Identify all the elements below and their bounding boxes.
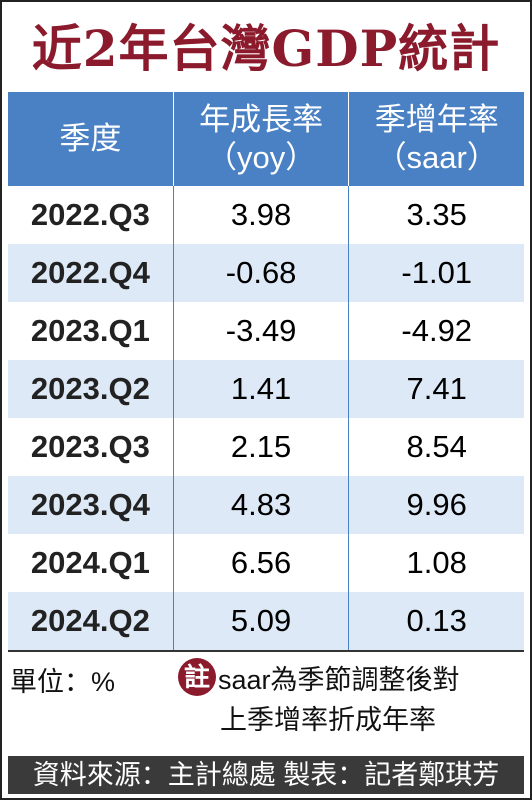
row: 2023.Q2 1.41 7.41	[8, 360, 524, 418]
row: 2023.Q3 2.15 8.54	[8, 418, 524, 476]
header-line: 季度	[59, 121, 122, 156]
column-header: 季度	[8, 92, 174, 186]
value: 1.08	[348, 534, 524, 592]
note-marker: 註	[178, 658, 216, 696]
value: 6.56	[172, 534, 349, 592]
table: 季度 年成長率 （yoy） 季增年率 （saar） 2022.Q3 3.98 3.35 202…	[8, 92, 524, 652]
value: -1.01	[348, 244, 524, 302]
header-line: （yoy）	[205, 140, 317, 175]
header-line: （saar）	[375, 140, 498, 175]
row: 2023.Q4 4.83 9.96	[8, 476, 524, 534]
header-line: 年成長率	[199, 102, 324, 137]
value: 9.96	[348, 476, 524, 534]
header-line: 季增年率	[374, 102, 499, 137]
title: 近2年台灣GDP統計	[31, 19, 501, 78]
quarter: 2023.Q3	[30, 429, 150, 464]
value: 2.15	[172, 418, 349, 476]
value: 3.35	[348, 186, 524, 244]
quarter: 2023.Q4	[8, 476, 174, 534]
row: 2022.Q3 3.98 3.35	[8, 186, 524, 244]
value: 1.41	[172, 360, 349, 418]
quarter: 2022.Q3	[30, 197, 150, 232]
value: 3.98	[172, 186, 349, 244]
value: 4.83	[172, 476, 349, 534]
value: -0.68	[172, 244, 349, 302]
row: 2024.Q1 6.56 1.08	[8, 534, 524, 592]
value: -4.92	[348, 302, 524, 360]
quarter: 2023.Q2	[8, 360, 174, 418]
notes: 單位：% 註 saar為季節調整後對 上季增率折成年率	[2, 652, 530, 748]
value: 7.41	[348, 360, 524, 418]
header-row: 季度 年成長率 （yoy） 季增年率 （saar）	[8, 92, 524, 186]
note-line: saar為季節調整後對	[218, 665, 460, 695]
quarter: 2024.Q1	[30, 545, 150, 580]
unit: 單位：%	[10, 667, 116, 697]
table-body: 2022.Q3 3.98 3.35 2022.Q4 -0.68 -1.01 2023.Q1-…	[8, 186, 524, 652]
row: 2022.Q4 -0.68 -1.01	[8, 244, 524, 302]
value: -3.49	[172, 302, 349, 360]
quarter: 2024.Q2	[8, 592, 174, 652]
column-header: 年成長率 （yoy）	[172, 92, 349, 186]
note-line: 上季增率折成年率	[220, 705, 436, 735]
row: 2024.Q2 5.09 0.13	[8, 592, 524, 652]
value: 0.13	[348, 592, 524, 652]
quarter: 2022.Q4	[8, 244, 174, 302]
source: 資料來源：主計總處 製表：記者鄭琪芳	[8, 756, 524, 794]
quarter: 2023.Q1	[30, 313, 150, 348]
column-header: 季增年率 （saar）	[348, 92, 524, 186]
row: 2023.Q1 -3.49 -4.92	[8, 302, 524, 360]
value: 5.09	[172, 592, 349, 652]
value: 8.54	[348, 418, 524, 476]
note: saar為季節調整後對 上季增率折成年率	[218, 660, 460, 740]
